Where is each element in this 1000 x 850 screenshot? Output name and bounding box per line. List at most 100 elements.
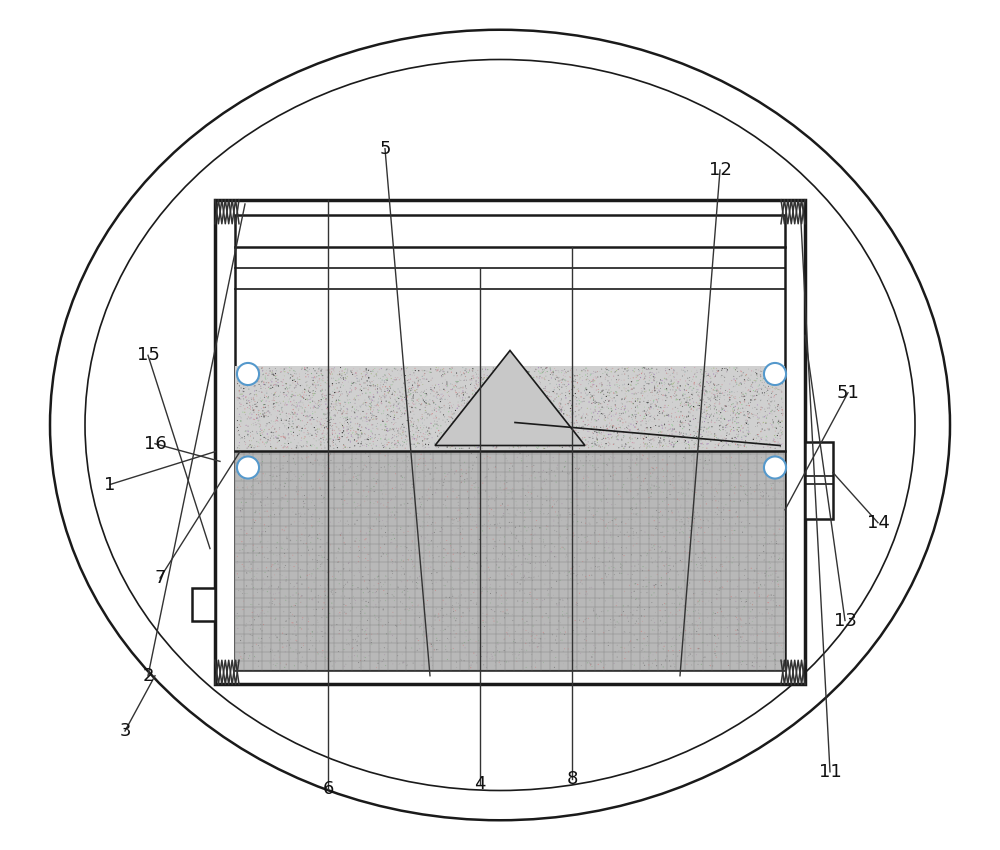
- Point: [675, 604, 691, 617]
- Point: [536, 617, 552, 631]
- Point: [442, 441, 458, 455]
- Point: [475, 615, 491, 629]
- Point: [622, 423, 638, 437]
- Point: [584, 396, 600, 410]
- Point: [646, 514, 662, 528]
- Point: [667, 400, 683, 414]
- Point: [479, 660, 495, 674]
- Point: [371, 392, 387, 405]
- Point: [502, 464, 518, 478]
- Point: [765, 575, 781, 588]
- Point: [435, 365, 451, 378]
- Point: [572, 482, 588, 496]
- Point: [337, 395, 353, 409]
- Point: [401, 454, 417, 468]
- Point: [707, 411, 723, 425]
- Point: [313, 483, 329, 496]
- Point: [602, 410, 618, 423]
- Point: [299, 513, 315, 527]
- Point: [345, 641, 361, 654]
- Point: [348, 382, 364, 395]
- Point: [364, 627, 380, 641]
- Point: [774, 368, 790, 382]
- Point: [675, 616, 691, 630]
- Point: [641, 658, 657, 672]
- Point: [593, 421, 609, 434]
- Point: [409, 439, 425, 453]
- Point: [393, 613, 409, 626]
- Point: [246, 361, 262, 375]
- Point: [336, 448, 352, 462]
- Point: [601, 568, 617, 581]
- Point: [601, 516, 617, 530]
- Point: [733, 613, 749, 626]
- Point: [758, 536, 774, 550]
- Point: [755, 416, 771, 429]
- Point: [393, 482, 409, 496]
- Point: [449, 603, 465, 616]
- Point: [487, 424, 503, 438]
- Point: [768, 422, 784, 435]
- Point: [707, 482, 723, 496]
- Point: [549, 377, 565, 391]
- Point: [524, 635, 540, 649]
- Point: [569, 597, 585, 610]
- Point: [251, 598, 267, 611]
- Point: [235, 603, 251, 616]
- Point: [701, 632, 717, 646]
- Point: [432, 604, 448, 617]
- Point: [446, 440, 462, 454]
- Point: [301, 362, 317, 376]
- Point: [498, 427, 514, 440]
- Point: [649, 656, 665, 670]
- Point: [593, 436, 609, 450]
- Point: [309, 411, 325, 424]
- Point: [342, 546, 358, 559]
- Point: [675, 468, 691, 482]
- Point: [376, 374, 392, 388]
- Point: [311, 395, 327, 409]
- Point: [275, 405, 291, 418]
- Point: [558, 550, 574, 564]
- Point: [732, 394, 748, 408]
- Point: [273, 365, 289, 378]
- Point: [531, 383, 547, 397]
- Point: [664, 422, 680, 436]
- Point: [350, 404, 366, 417]
- Point: [672, 646, 688, 660]
- Point: [476, 378, 492, 392]
- Point: [521, 366, 537, 379]
- Point: [507, 625, 523, 638]
- Point: [344, 400, 360, 414]
- Point: [351, 375, 367, 388]
- Point: [724, 398, 740, 411]
- Point: [650, 395, 666, 409]
- Point: [283, 395, 299, 409]
- Point: [317, 648, 333, 661]
- Point: [391, 658, 407, 672]
- Point: [474, 639, 490, 653]
- Point: [667, 412, 683, 426]
- Point: [547, 433, 563, 446]
- Point: [732, 617, 748, 631]
- Point: [482, 374, 498, 388]
- Point: [640, 451, 656, 465]
- Point: [522, 529, 538, 542]
- Point: [680, 463, 696, 477]
- Point: [748, 374, 764, 388]
- Point: [724, 511, 740, 524]
- Point: [694, 401, 710, 415]
- Point: [631, 373, 647, 387]
- Point: [290, 377, 306, 391]
- Point: [572, 542, 588, 556]
- Point: [331, 433, 347, 446]
- Point: [725, 397, 741, 411]
- Point: [556, 413, 572, 427]
- Point: [659, 406, 675, 420]
- Point: [454, 414, 470, 428]
- Point: [628, 408, 644, 422]
- Point: [572, 614, 588, 627]
- Point: [536, 426, 552, 439]
- Point: [314, 506, 330, 519]
- Point: [664, 474, 680, 488]
